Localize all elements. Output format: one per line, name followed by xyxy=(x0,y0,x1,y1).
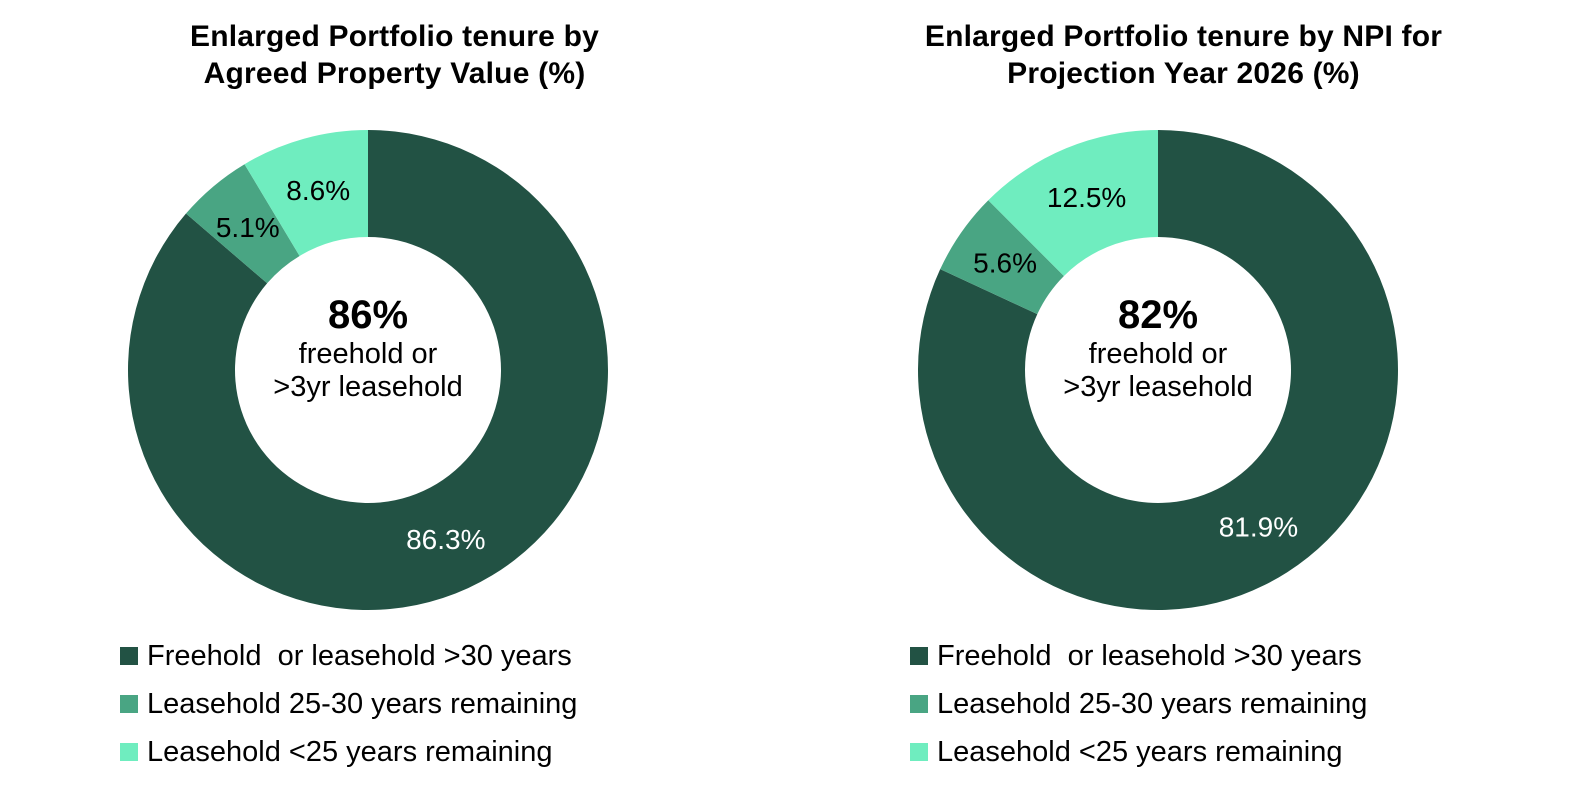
slice-value-label: 86.3% xyxy=(406,524,485,555)
legend-swatch-leasehold-lt25 xyxy=(910,743,928,761)
donut-chart: 86.3% 5.1%8.6% xyxy=(127,130,609,610)
legend-item-leasehold-lt25: Leasehold <25 years remaining xyxy=(910,728,1367,776)
legend-label: Leasehold <25 years remaining xyxy=(937,735,1343,768)
legend-item-freehold: Freehold or leasehold >30 years xyxy=(120,632,577,680)
legend-swatch-leasehold-25-30 xyxy=(910,695,928,713)
center-text-line-2: >3yr leasehold xyxy=(1063,371,1253,403)
legend-item-leasehold-lt25: Leasehold <25 years remaining xyxy=(120,728,577,776)
legend-swatch-leasehold-25-30 xyxy=(120,695,138,713)
chart-title-line-1: Enlarged Portfolio tenure by NPI for xyxy=(924,20,1443,53)
legend-item-freehold: Freehold or leasehold >30 years xyxy=(910,632,1367,680)
legend-swatch-freehold xyxy=(120,647,138,665)
legend-swatch-leasehold-lt25 xyxy=(120,743,138,761)
center-text-line-1: freehold or xyxy=(1088,338,1228,370)
chart-title-line-2: Agreed Property Value (%) xyxy=(203,57,586,90)
legend-item-leasehold-25-30: Leasehold 25-30 years remaining xyxy=(120,680,577,728)
chart-title-line-1: Enlarged Portfolio tenure by xyxy=(190,20,599,53)
donut-slice-leasehold-25-30-years-remaining xyxy=(185,164,300,284)
donut-slice-leasehold-25-years-remaining xyxy=(988,130,1158,276)
chart-legend: Freehold or leasehold >30 years Leasehol… xyxy=(120,632,577,776)
center-text-line-1: freehold or xyxy=(298,338,438,370)
legend-label: Leasehold 25-30 years remaining xyxy=(937,687,1368,720)
legend-label: Freehold or leasehold >30 years xyxy=(147,639,572,672)
donut-slice-leasehold-25-years-remaining xyxy=(244,130,368,256)
donut-chart: 81.9% 5.6% 12.5% xyxy=(918,130,1398,610)
donut-slice-freehold-or-leasehold-30-years xyxy=(127,130,609,610)
slice-value-label: 8.6% xyxy=(286,175,350,206)
legend-label: Leasehold 25-30 years remaining xyxy=(147,687,578,720)
chart-title-line-2: Projection Year 2026 (%) xyxy=(1007,57,1360,90)
center-value: 86% xyxy=(327,293,409,337)
center-text-line-2: >3yr leasehold xyxy=(273,371,463,403)
chart-panel-apv: Enlarged Portfolio tenure by Agreed Prop… xyxy=(0,18,789,776)
donut-center-label: 82% freehold or >3yr leasehold xyxy=(1008,292,1308,404)
legend-label: Freehold or leasehold >30 years xyxy=(937,639,1362,672)
legend-item-leasehold-25-30: Leasehold 25-30 years remaining xyxy=(910,680,1367,728)
chart-legend: Freehold or leasehold >30 years Leasehol… xyxy=(910,632,1367,776)
chart-title: Enlarged Portfolio tenure by Agreed Prop… xyxy=(0,18,789,92)
legend-label: Leasehold <25 years remaining xyxy=(147,735,553,768)
slice-value-label: 5.6% xyxy=(973,248,1037,279)
donut-slice-freehold-or-leasehold-30-years xyxy=(918,130,1398,610)
chart-title: Enlarged Portfolio tenure by NPI for Pro… xyxy=(789,18,1578,92)
slice-value-label: 12.5% xyxy=(1047,182,1126,213)
slice-value-label: 81.9% xyxy=(1219,512,1298,543)
slice-value-label: 5.1% xyxy=(216,212,280,243)
donut-center-label: 86% freehold or >3yr leasehold xyxy=(218,292,518,404)
legend-swatch-freehold xyxy=(910,647,928,665)
chart-panel-npi: Enlarged Portfolio tenure by NPI for Pro… xyxy=(789,0,1578,796)
donut-slice-leasehold-25-30-years-remaining xyxy=(940,200,1064,315)
center-value: 82% xyxy=(1117,293,1199,337)
